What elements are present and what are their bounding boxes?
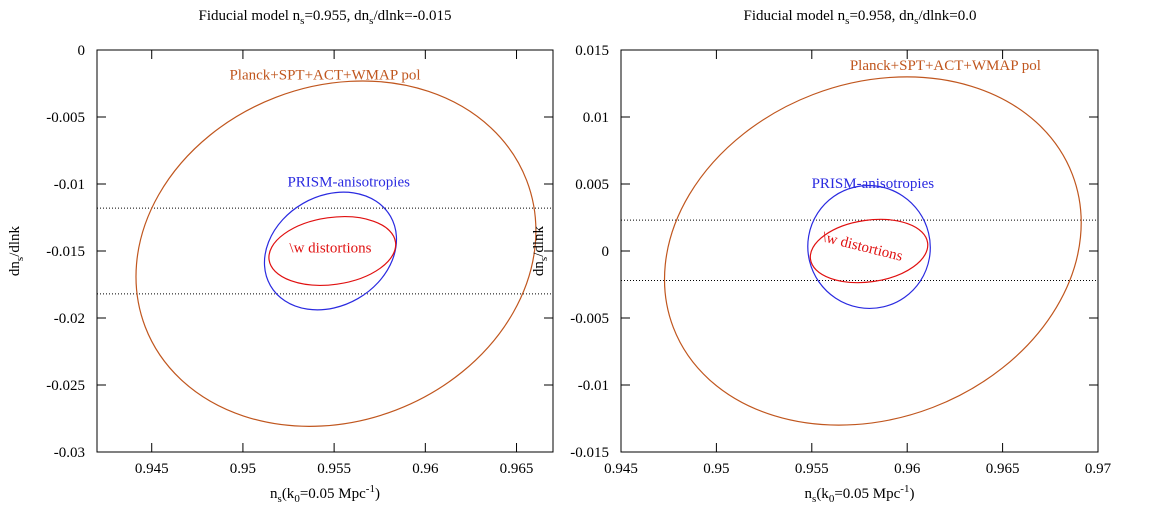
chart-panel-2: 0.945 0.95 0.955 0.96 0.965 0.97 0.015 0.01 0.00… [531,8,1112,505]
x-tick-label: 0.955 [317,461,351,477]
y-tick-label: -0.025 [46,378,85,394]
contour-w-distortions [809,218,929,284]
x-axis-label: ns(k0=0.05 Mpc-1) [270,483,380,505]
y-tick-label: 0.01 [583,110,609,126]
curve-label: \w distortions [289,240,371,256]
x-tick-label: 0.965 [500,461,534,477]
x-tick-label: 0.95 [230,461,256,477]
y-tick-label: -0.005 [570,311,609,327]
chart-panel-1: 0.945 0.95 0.955 0.96 0.965 0 -0.005 -0.01 -0.01… [7,8,554,505]
chart-title: Fiducial model ns=0.955, dns/dlnk=-0.015 [199,8,452,27]
curve-label: \w distortions [821,229,905,264]
x-tick-label: 0.945 [604,461,638,477]
x-tick-label: 0.97 [1085,461,1112,477]
y-axis-label: dns/dlnk [7,225,26,276]
y-tick-label: -0.03 [54,445,85,461]
y-axis-label: dns/dlnk [531,225,550,276]
x-tick-label: 0.95 [703,461,729,477]
curve-label: PRISM-anisotropies [287,175,410,191]
contour-planck-spt-act-wmap-pol [663,76,1082,426]
y-tick-label: -0.02 [54,311,85,327]
y-tick-label: -0.01 [54,177,85,193]
contour-planck-spt-act-wmap-pol [135,80,537,427]
contour-w-distortions [268,216,397,286]
curve-label: Planck+SPT+ACT+WMAP pol [229,67,420,83]
x-tick-label: 0.965 [986,461,1020,477]
x-tick-label: 0.96 [894,461,921,477]
y-tick-label: 0.015 [575,43,609,59]
x-tick-label: 0.96 [412,461,439,477]
y-tick-label: -0.01 [578,378,609,394]
chart-title: Fiducial model ns=0.958, dns/dlnk=0.0 [744,8,977,27]
y-tick-label: 0.005 [575,177,609,193]
contour-prism-anisotropies [263,191,398,311]
x-tick-label: 0.945 [135,461,169,477]
curve-label: PRISM-anisotropies [812,176,935,192]
curve-label: Planck+SPT+ACT+WMAP pol [850,58,1041,74]
y-tick-label: 0 [78,43,86,59]
y-tick-label: -0.015 [46,244,85,260]
x-axis-label: ns(k0=0.05 Mpc-1) [805,483,915,505]
x-tick-label: 0.955 [795,461,829,477]
y-tick-label: -0.005 [46,110,85,126]
contour-prism-anisotropies [807,184,931,310]
y-tick-label: 0 [602,244,610,260]
y-tick-label: -0.015 [570,445,609,461]
